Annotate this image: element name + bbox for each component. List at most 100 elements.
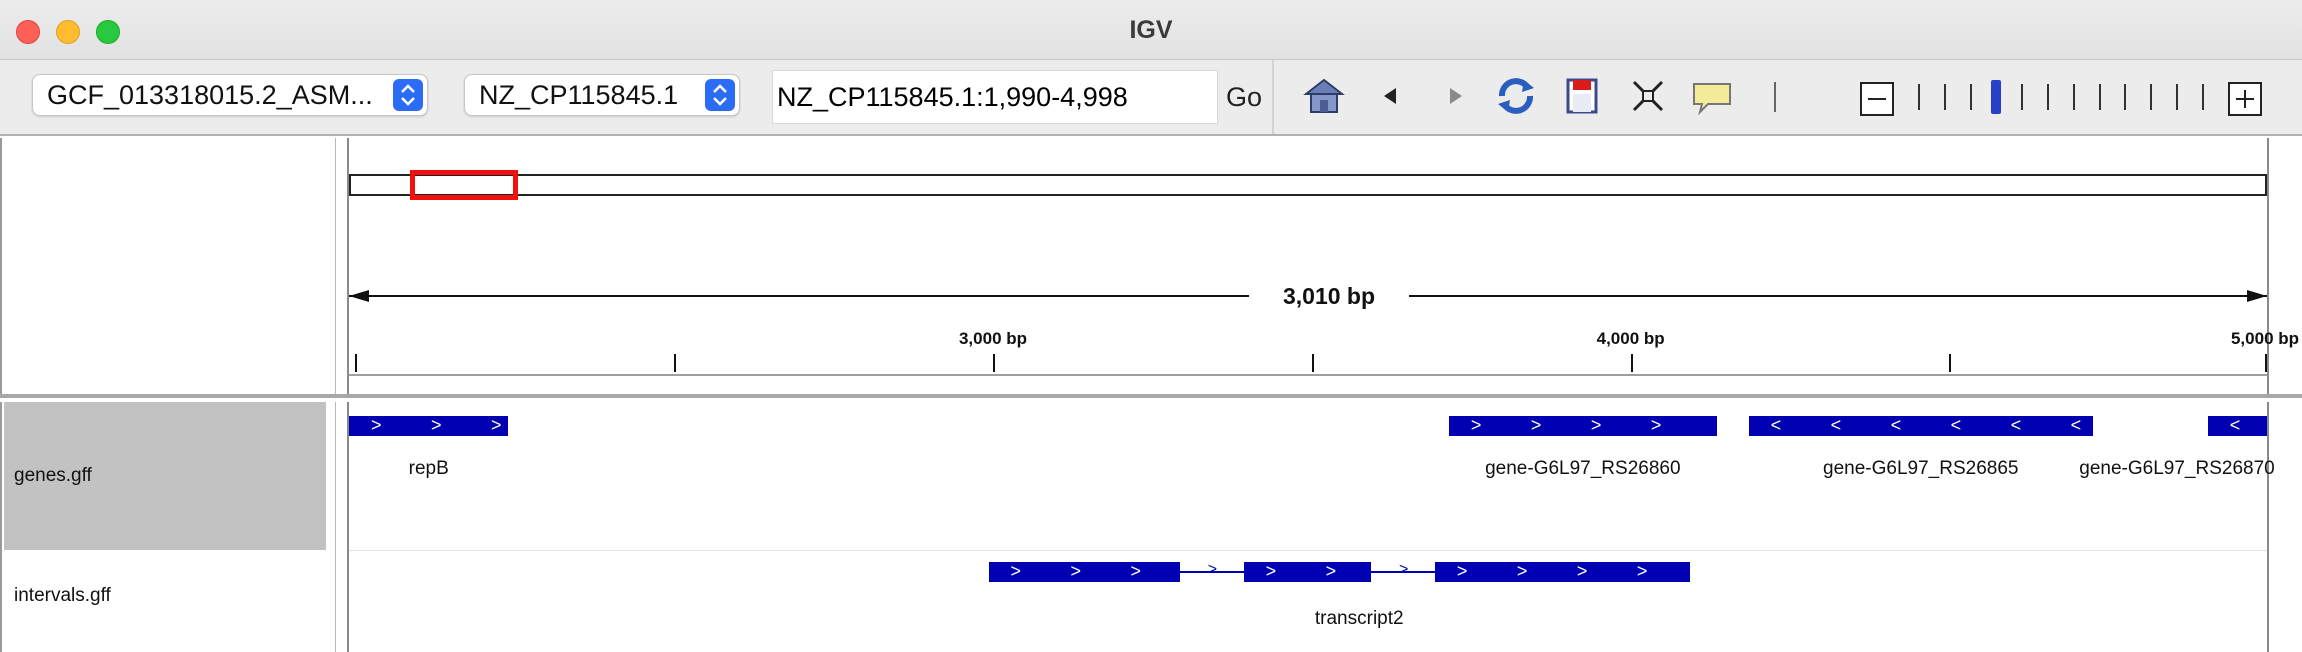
exon-feature[interactable]: > > > xyxy=(988,562,1180,582)
roi-icon[interactable] xyxy=(1560,74,1604,118)
gene-feature[interactable]: > > > > xyxy=(1448,416,1717,436)
locus-input[interactable] xyxy=(772,70,1218,124)
chromosome-stepper-icon xyxy=(705,79,735,111)
span-label: 3,010 bp xyxy=(1249,281,1409,311)
intron-chevron-icon: > xyxy=(1207,561,1218,578)
track-name-genes[interactable]: genes.gff xyxy=(4,402,326,550)
forward-arrow-icon[interactable] xyxy=(1432,74,1476,118)
ruler-panel: 3,010 bp 3,000 bp 4,000 bp 5,000 bp xyxy=(0,138,2302,398)
strand-plus-chevron-icon: > xyxy=(371,416,382,435)
feature-label: transcript2 xyxy=(1314,608,1404,629)
intron-line xyxy=(1371,571,1435,573)
ruler-tick-label: 5,000 bp xyxy=(2230,329,2300,348)
toolbar: GCF_013318015.2_ASM... NZ_CP115845.1 Go xyxy=(0,60,2302,136)
strand-plus-chevron-icon: > xyxy=(1265,562,1277,581)
genome-select-value: GCF_013318015.2_ASM... xyxy=(47,80,373,110)
gene-feature[interactable]: < xyxy=(2207,416,2267,436)
zoom-tick[interactable] xyxy=(2150,84,2153,110)
zoom-tick[interactable] xyxy=(2021,84,2024,110)
ruler-tick-label: 3,000 bp xyxy=(958,329,1028,348)
strand-minus-chevron-icon: < xyxy=(1890,416,1902,435)
feature-label: gene-G6L97_RS26860 xyxy=(1485,458,1681,479)
resize-to-window-icon[interactable] xyxy=(1626,74,1670,118)
gene-feature[interactable]: > > > xyxy=(349,416,509,436)
zoom-tick[interactable] xyxy=(2098,84,2101,110)
window-title: IGV xyxy=(1129,16,1173,44)
strand-minus-chevron-icon: < xyxy=(2229,416,2241,435)
span-right-arrow-icon xyxy=(2247,290,2267,302)
genome-select[interactable]: GCF_013318015.2_ASM... xyxy=(32,74,428,116)
ruler-area[interactable]: 3,010 bp 3,000 bp 4,000 bp 5,000 bp xyxy=(347,138,2299,394)
zoom-slider-thumb[interactable] xyxy=(1991,80,2002,114)
minimize-window-button[interactable] xyxy=(56,20,80,44)
zoom-tick[interactable] xyxy=(1943,84,1946,110)
strand-plus-chevron-icon: > xyxy=(1325,562,1337,581)
back-arrow-icon[interactable] xyxy=(1370,74,1414,118)
strand-plus-chevron-icon: > xyxy=(1636,562,1648,581)
strand-plus-chevron-icon: > xyxy=(1530,416,1542,435)
ruler-baseline xyxy=(349,374,2267,376)
title-bar: IGV xyxy=(0,0,2302,60)
zoom-window-button[interactable] xyxy=(96,20,120,44)
track-name-intervals[interactable]: intervals.gff xyxy=(14,585,111,606)
ruler-tick xyxy=(674,354,677,372)
chromosome-current-view-box[interactable] xyxy=(410,170,518,200)
go-button[interactable]: Go xyxy=(1226,82,1263,112)
ruler-name-panel xyxy=(0,138,336,394)
feature-label: gene-G6L97_RS26870 xyxy=(2079,458,2275,479)
chromosome-ideogram[interactable] xyxy=(349,174,2267,196)
zoom-tick[interactable] xyxy=(2124,84,2127,110)
close-window-button[interactable] xyxy=(16,20,40,44)
strand-minus-chevron-icon: < xyxy=(1830,416,1842,435)
zoom-tick[interactable] xyxy=(1969,84,1972,110)
ruler-tick xyxy=(1949,354,1952,372)
strand-minus-chevron-icon: < xyxy=(2010,416,2022,435)
feature-label: repB xyxy=(408,458,449,479)
strand-minus-chevron-icon: < xyxy=(2070,416,2082,435)
strand-plus-chevron-icon: > xyxy=(1456,562,1468,581)
zoom-tick[interactable] xyxy=(2047,84,2049,110)
gene-feature[interactable]: < < < < < < xyxy=(1748,416,2093,436)
zoom-tick[interactable] xyxy=(2072,84,2075,110)
ruler-tick xyxy=(993,354,995,372)
ruler-tick xyxy=(2265,354,2267,372)
zoom-tick[interactable] xyxy=(1918,84,1920,110)
strand-plus-chevron-icon: > xyxy=(1130,562,1142,581)
span-left-arrow-icon xyxy=(349,290,369,302)
chromosome-select[interactable]: NZ_CP115845.1 xyxy=(464,74,740,116)
track-names-panel: genes.gff intervals.gff xyxy=(0,402,336,652)
data-panel: genes.gff intervals.gff > > > repB > > > > gene-… xyxy=(0,402,2302,652)
toolbar-divider xyxy=(1272,60,1274,134)
intron-line xyxy=(1179,571,1244,573)
strand-plus-chevron-icon: > xyxy=(1516,562,1528,581)
feature-label: gene-G6L97_RS26865 xyxy=(1823,458,2019,479)
zoom-in-button[interactable] xyxy=(2228,82,2262,116)
strand-plus-chevron-icon: > xyxy=(431,416,442,435)
ruler-tick xyxy=(1630,354,1633,372)
home-icon[interactable] xyxy=(1302,74,1346,118)
refresh-icon[interactable] xyxy=(1494,74,1538,118)
strand-plus-chevron-icon: > xyxy=(1070,562,1082,581)
strand-plus-chevron-icon: > xyxy=(1470,416,1482,435)
popup-info-icon[interactable] xyxy=(1690,74,1734,118)
ruler-tick xyxy=(355,354,358,372)
zoom-out-button[interactable] xyxy=(1860,82,1894,116)
genome-stepper-icon xyxy=(393,79,423,111)
track-separator xyxy=(349,550,2267,551)
exon-feature[interactable]: > > > > xyxy=(1434,562,1690,582)
ruler-tick xyxy=(1311,354,1314,372)
toolbar-separator xyxy=(1774,82,1776,112)
tracks-area[interactable]: > > > repB > > > > gene-G6L97_RS26860 < < < < < < gene-… xyxy=(347,402,2275,652)
strand-plus-chevron-icon: > xyxy=(1650,416,1662,435)
strand-minus-chevron-icon: < xyxy=(1770,416,1782,435)
zoom-tick[interactable] xyxy=(2176,84,2178,110)
exon-feature[interactable]: > > xyxy=(1243,562,1372,582)
strand-plus-chevron-icon: > xyxy=(491,416,502,435)
strand-plus-chevron-icon: > xyxy=(1010,562,1022,581)
intron-chevron-icon: > xyxy=(1399,561,1409,578)
ruler-tick-label: 4,000 bp xyxy=(1596,329,1665,348)
strand-plus-chevron-icon: > xyxy=(1576,562,1588,581)
zoom-tick[interactable] xyxy=(2201,84,2204,110)
chromosome-select-value: NZ_CP115845.1 xyxy=(479,80,679,110)
strand-plus-chevron-icon: > xyxy=(1590,416,1602,435)
